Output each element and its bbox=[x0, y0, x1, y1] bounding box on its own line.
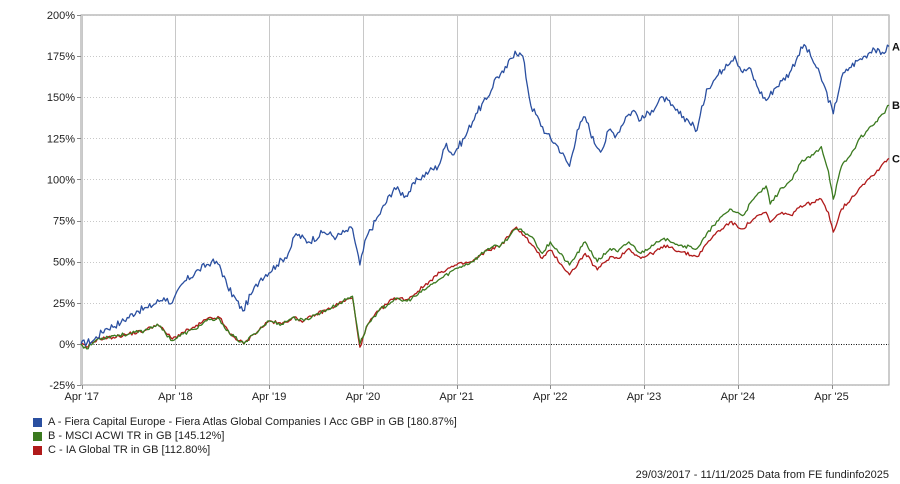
x-tick-label: Apr '23 bbox=[627, 391, 662, 403]
legend-label-a: A - Fiera Capital Europe - Fiera Atlas G… bbox=[48, 416, 457, 428]
legend-label-c: C - IA Global TR in GB [112.80%] bbox=[48, 444, 211, 456]
y-tick-label: 175% bbox=[47, 51, 75, 63]
x-tick-label: Apr '20 bbox=[346, 391, 381, 403]
x-axis: Apr '17 Apr '18 Apr '19 Apr '20 Apr '21 Apr '… bbox=[65, 385, 849, 403]
legend-item-c: C - IA Global TR in GB [112.80%] bbox=[33, 443, 457, 457]
legend-item-b: B - MSCI ACWI TR in GB [145.12%] bbox=[33, 429, 457, 443]
chart-grid bbox=[80, 14, 890, 386]
plot-frame bbox=[80, 14, 890, 386]
x-tick-label: Apr '21 bbox=[439, 391, 474, 403]
y-tick-label: 200% bbox=[47, 10, 75, 22]
series-end-label-c: C bbox=[892, 153, 900, 165]
legend-swatch-c bbox=[33, 445, 42, 455]
series-line-a bbox=[80, 43, 890, 347]
y-tick-label: 0% bbox=[59, 339, 75, 351]
y-tick-label: 75% bbox=[53, 216, 75, 228]
series-line-c bbox=[80, 157, 890, 348]
performance-chart: -25% 0% 25% 50% 75% 100% 125% 150% 175% 200% Apr … bbox=[47, 10, 900, 403]
y-tick-label: 100% bbox=[47, 174, 75, 186]
x-tick-label: Apr '17 bbox=[65, 391, 100, 403]
series-line-b bbox=[80, 104, 890, 350]
x-tick-label: Apr '25 bbox=[814, 391, 849, 403]
y-tick-label: 125% bbox=[47, 133, 75, 145]
data-source-footer: 29/03/2017 - 11/11/2025 Data from FE fun… bbox=[635, 469, 889, 481]
y-axis: -25% 0% 25% 50% 75% 100% 125% 150% 175% 200% bbox=[47, 10, 81, 392]
legend-label-b: B - MSCI ACWI TR in GB [145.12%] bbox=[48, 430, 225, 442]
chart-legend: A - Fiera Capital Europe - Fiera Atlas G… bbox=[33, 415, 457, 457]
series-end-labels: A B C bbox=[892, 41, 900, 165]
y-tick-label: 50% bbox=[53, 257, 75, 269]
y-tick-label: 25% bbox=[53, 298, 75, 310]
x-tick-label: Apr '22 bbox=[533, 391, 568, 403]
series-layer bbox=[80, 43, 890, 350]
x-tick-label: Apr '24 bbox=[721, 391, 756, 403]
series-end-label-b: B bbox=[892, 100, 900, 112]
x-tick-label: Apr '19 bbox=[252, 391, 287, 403]
y-tick-label: -25% bbox=[49, 380, 75, 392]
y-tick-label: 150% bbox=[47, 92, 75, 104]
legend-swatch-b bbox=[33, 431, 42, 441]
series-end-label-a: A bbox=[892, 41, 900, 53]
legend-item-a: A - Fiera Capital Europe - Fiera Atlas G… bbox=[33, 415, 457, 429]
x-tick-label: Apr '18 bbox=[158, 391, 193, 403]
legend-swatch-a bbox=[33, 417, 42, 427]
